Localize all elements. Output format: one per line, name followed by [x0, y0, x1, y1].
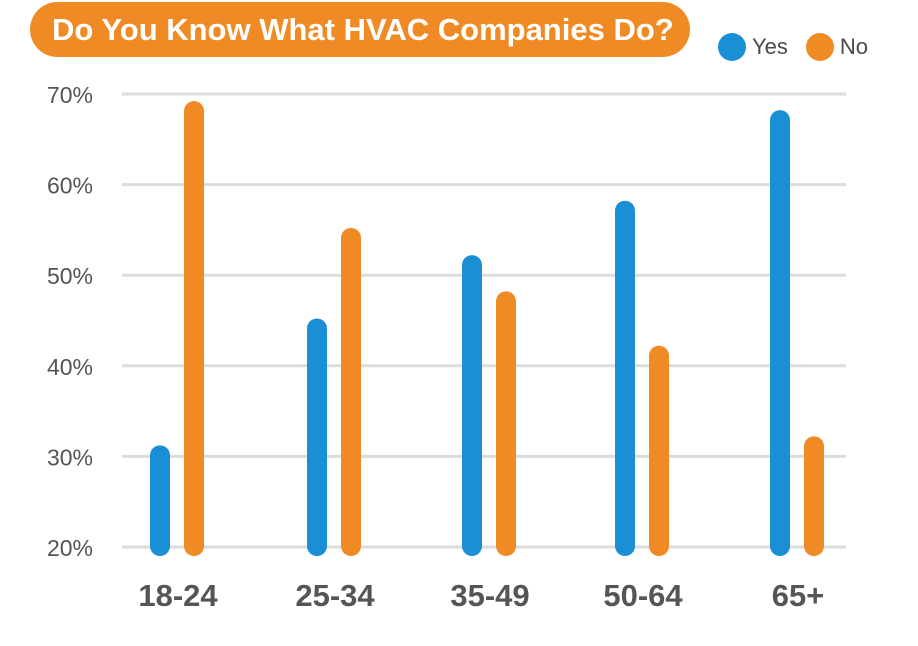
bar-yes-35-49: [462, 255, 482, 556]
bar-yes-50-64: [615, 200, 635, 556]
bar-no-18-24: [184, 101, 204, 556]
chart-title: Do You Know What HVAC Companies Do?: [30, 2, 690, 57]
bar-no-50-64: [649, 345, 669, 556]
y-tick-label: 30%: [47, 444, 93, 470]
bar-yes-65+: [770, 110, 790, 557]
legend-label-yes: Yes: [752, 34, 788, 59]
bar-no-35-49: [496, 291, 516, 556]
y-tick-label: 20%: [47, 535, 93, 561]
x-tick-label: 35-49: [450, 578, 529, 613]
y-tick-label: 40%: [47, 354, 93, 380]
bar-no-25-34: [341, 227, 361, 556]
y-tick-label: 60%: [47, 173, 93, 199]
legend-label-no: No: [839, 34, 869, 59]
bar-yes-18-24: [150, 445, 170, 556]
y-tick-label: 70%: [47, 82, 93, 108]
bars: [150, 101, 824, 557]
x-axis-ticks: 18-24 25-34 35-49 50-64 65+: [138, 578, 824, 613]
legend-swatch-yes: [718, 33, 746, 61]
gridlines: [122, 92, 846, 549]
x-tick-label: 50-64: [603, 578, 683, 613]
x-tick-label: 18-24: [138, 578, 218, 613]
y-axis-ticks: 20% 30% 40% 50% 60% 70%: [47, 82, 93, 561]
legend-item-no: No: [805, 33, 869, 61]
bar-no-65+: [804, 436, 824, 556]
legend: Yes No: [718, 30, 886, 64]
legend-swatch-no: [805, 33, 834, 61]
x-tick-label: 25-34: [295, 578, 375, 613]
legend-item-yes: Yes: [718, 33, 788, 61]
y-tick-label: 50%: [47, 263, 93, 289]
x-tick-label: 65+: [772, 578, 825, 613]
bar-yes-25-34: [307, 318, 327, 556]
